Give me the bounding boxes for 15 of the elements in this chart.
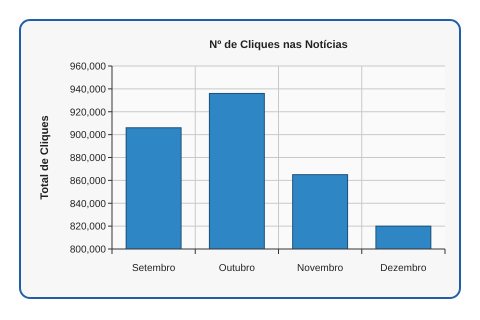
x-tick-label: Dezembro [380,263,427,274]
x-tick-label: Novembro [297,263,344,274]
y-tick-label: 800,000 [70,244,106,256]
chart-title: Nº de Cliques nas Notícias [209,39,348,51]
y-tick-label: 900,000 [70,130,106,142]
x-tick-label: Outubro [218,263,256,274]
y-tick-label: 880,000 [70,153,106,164]
y-tick-label: 820,000 [70,222,106,233]
y-tick-label: 840,000 [70,198,106,210]
y-axis-title: Total de Cliques [39,115,51,200]
x-tick-label: Setembro [132,263,176,274]
y-tick-label: 860,000 [70,176,106,187]
y-tick-label: 960,000 [70,62,106,72]
y-tick-label: 940,000 [70,84,106,96]
y-tick-label: 920,000 [70,107,106,118]
